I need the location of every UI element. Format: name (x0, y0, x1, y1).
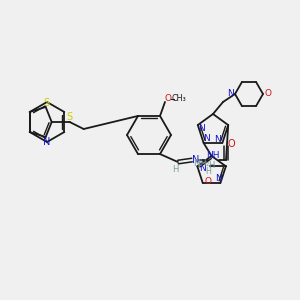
Text: NH: NH (206, 151, 220, 160)
Text: N: N (203, 134, 210, 143)
Text: N: N (192, 155, 200, 165)
Text: H: H (205, 167, 211, 176)
Text: O: O (204, 177, 211, 186)
Text: S: S (44, 98, 50, 108)
Text: N: N (199, 164, 206, 173)
Text: N: N (198, 124, 205, 133)
Text: NH: NH (193, 159, 207, 168)
Text: N: N (214, 135, 221, 144)
Text: N: N (43, 137, 50, 147)
Text: O: O (164, 94, 172, 103)
Text: N: N (226, 89, 233, 98)
Text: O: O (227, 139, 235, 149)
Text: O: O (265, 89, 272, 98)
Text: CH₃: CH₃ (172, 94, 186, 103)
Text: S: S (67, 112, 73, 122)
Text: N: N (215, 174, 222, 183)
Text: H: H (172, 165, 178, 174)
Text: ₂: ₂ (205, 159, 208, 168)
Text: H: H (208, 160, 214, 169)
